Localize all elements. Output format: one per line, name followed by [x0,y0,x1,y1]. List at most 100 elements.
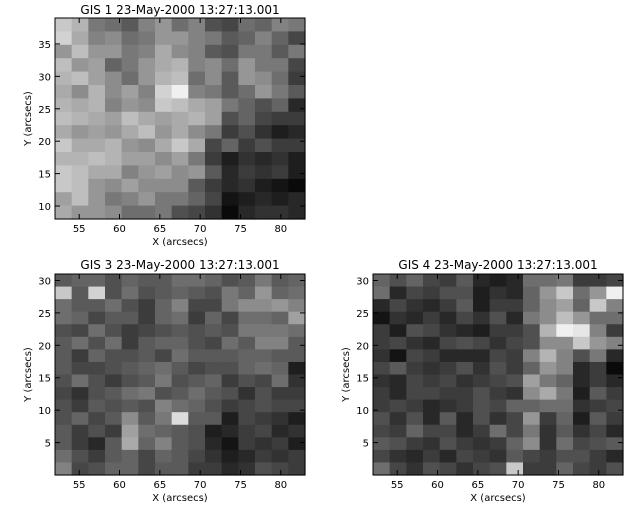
heatmap-cell [539,349,557,363]
heatmap-cell [238,85,256,99]
heatmap-cell [88,44,106,59]
heatmap-cell [589,387,607,401]
heatmap-cell [171,205,189,220]
heatmap-cell [221,336,239,350]
heatmap-cell [121,462,139,476]
heatmap-cell [121,58,139,73]
heatmap-cell [55,286,73,300]
heatmap-cell [456,387,474,401]
heatmap-cell [456,412,474,426]
heatmap-cell [456,349,474,363]
tick-label: 15 [38,374,51,385]
heatmap-cell [205,31,223,46]
heatmap-cell [171,85,189,99]
heatmap-cell [573,424,591,438]
heatmap-cell [271,399,289,413]
heatmap-cell [188,152,206,166]
heatmap-cell [506,424,524,438]
heatmap-cell [188,111,206,126]
heatmap-cell [456,274,474,288]
heatmap-cell [389,424,407,438]
heatmap-cell [373,424,391,438]
heatmap-cell [288,324,306,338]
heatmap-cell [271,286,289,300]
heatmap-cell [255,205,273,220]
tick-label: 80 [274,224,287,235]
heatmap-cell [188,71,206,86]
heatmap-cell [138,18,156,32]
heatmap-cell [406,387,424,401]
heatmap-cell [271,299,289,313]
heatmap-cell [155,449,173,464]
heatmap-cell [573,399,591,413]
heatmap-cell [105,71,123,86]
heatmap-cell [556,449,574,464]
heatmap-cell [71,311,89,325]
heatmap-cell [606,336,624,350]
heatmap-cell [55,111,73,126]
heatmap-cell [506,274,524,288]
heatmap-cell [88,111,106,126]
heatmap-cell [138,44,156,59]
heatmap-cell [221,85,239,99]
heatmap-cell [188,274,206,288]
heatmap-cell [255,336,273,350]
heatmap-cell [71,361,89,376]
heatmap-cell [389,311,407,325]
heatmap-cell [473,412,491,426]
heatmap-cell [121,324,139,338]
heatmap-cell [88,98,106,113]
heatmap-cell [473,449,491,464]
heatmap-cell [155,58,173,73]
tick-label: 30 [38,276,51,287]
heatmap-cell [221,449,239,464]
heatmap-cell [456,324,474,338]
heatmap-cell [589,374,607,388]
heatmap-cell [205,324,223,338]
heatmap-cell [221,299,239,313]
heatmap-cell [556,462,574,476]
heatmap-cell [373,387,391,401]
heatmap-cell [238,424,256,438]
heatmap-cell [439,424,457,438]
heatmap-cell [573,311,591,325]
heatmap-cell [238,111,256,126]
heatmap-cell [121,98,139,113]
heatmap-cell [221,58,239,73]
panel-title: GIS 1 23-May-2000 13:27:13.001 [80,3,279,17]
heatmap-cell [121,437,139,451]
heatmap-cell [238,98,256,113]
heatmap-cell [389,387,407,401]
heatmap-cell [138,361,156,376]
heatmap-cell [88,299,106,313]
heatmap-cell [71,71,89,86]
heatmap-cell [155,71,173,86]
heatmap-cell [473,437,491,451]
heatmap-cell [489,299,507,313]
heatmap-cell [138,449,156,464]
heatmap-cell [589,324,607,338]
heatmap-cell [171,125,189,140]
heatmap-cell [288,178,306,193]
heatmap-cell [171,349,189,363]
heatmap-cell [288,152,306,166]
heatmap-cell [288,192,306,207]
heatmap-cell [288,412,306,426]
heatmap-cell [55,449,73,464]
tick-label: 60 [113,224,126,235]
heatmap-cell [121,31,139,46]
heatmap-cell [55,424,73,438]
heatmap-cell [389,399,407,413]
heatmap-cell [423,324,441,338]
heatmap-cell [456,361,474,376]
heatmap-cell [71,437,89,451]
heatmap-cell [523,274,541,288]
heatmap-cell [439,437,457,451]
heatmap-cell [423,336,441,350]
heatmap-cell [88,18,106,32]
heatmap-cell [238,125,256,140]
heatmap-cell [473,387,491,401]
heatmap-cell [271,138,289,153]
heatmap-cell [105,18,123,32]
heatmap-cell [105,449,123,464]
